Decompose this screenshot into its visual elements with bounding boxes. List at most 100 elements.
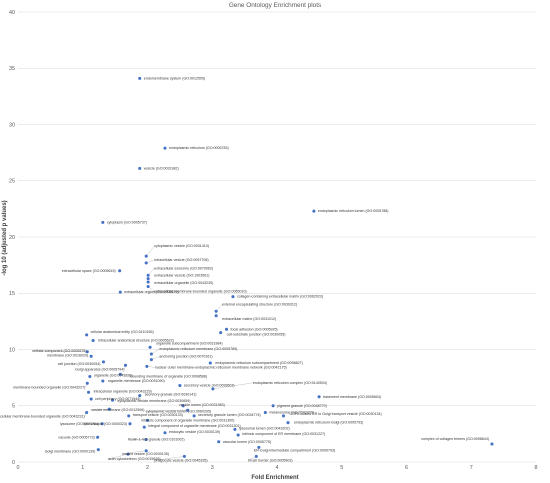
- point-label: extracellular space (GO:0005615): [62, 269, 116, 273]
- x-axis-title: Fold Enrichment: [251, 475, 298, 481]
- point-label: organelle (GO:0043226): [94, 374, 133, 378]
- point-label: intracellular anatomical structure (GO:0…: [98, 339, 174, 343]
- x-tick-label: 6: [405, 465, 408, 471]
- point-label: ficolin-1-rich granule (GO:0101002): [128, 438, 184, 442]
- point-label: secretory granule (GO:0030141): [145, 393, 197, 397]
- point-label: brush border (GO:0005903): [248, 458, 292, 462]
- data-point: [101, 220, 105, 224]
- data-point: [271, 404, 275, 408]
- data-point: [233, 427, 237, 431]
- point-label: intracellular membrane-bounded organelle…: [0, 415, 85, 419]
- data-point: [85, 410, 89, 415]
- y-tick-label: 35: [9, 66, 15, 72]
- leader-line: [120, 374, 131, 377]
- data-point: [138, 76, 142, 80]
- data-point: [186, 408, 190, 412]
- data-point: [101, 360, 106, 364]
- gridlines: [18, 11, 536, 463]
- leader-line: [151, 348, 160, 355]
- point-label: cell-substrate junction (GO:0030055): [227, 333, 286, 337]
- data-point: [231, 295, 235, 299]
- point-label: cytoplasmic vesicle (GO:0031410): [154, 244, 209, 248]
- point-label: lysosomal lumen (GO:0043202): [239, 426, 290, 430]
- point-label: intracellular organelle (GO:0043229): [94, 389, 152, 393]
- point-label: COPII-coated ER to Golgi transport vesic…: [289, 412, 381, 416]
- data-point: [88, 374, 92, 379]
- data-point: [107, 407, 111, 411]
- point-label: complex of collagen trimers (GO:0098644): [421, 437, 489, 441]
- point-label: Golgi apparatus (GO:0005794): [75, 367, 124, 371]
- point-label: endoplasmic reticulum lumen (GO:0005788): [318, 209, 389, 213]
- data-point: [89, 354, 93, 358]
- point-label: actin cytoskeleton (GO:0015629): [108, 457, 161, 461]
- point-label: endocytic vesicle (GO:0030139): [169, 430, 220, 434]
- point-labels: endomembrane system (GO:0012505) endoplas…: [0, 76, 489, 462]
- data-point: [101, 379, 105, 383]
- y-tick-label: 5: [12, 404, 15, 410]
- point-label: membrane-bounded organelle (GO:0043227): [13, 385, 85, 389]
- point-label: extracellular membrane-bounded organelle…: [154, 290, 247, 294]
- data-point: [163, 431, 167, 435]
- point-label: cytoplasm (GO:0005737): [107, 220, 147, 224]
- point-label: lysosome (GO:0005764): [60, 422, 99, 426]
- y-tick-label: 20: [9, 235, 15, 241]
- data-point: [236, 433, 240, 437]
- data-point: [144, 261, 148, 265]
- data-point: [217, 440, 221, 444]
- point-label: pigment granule (GO:0048770): [277, 404, 327, 408]
- point-label: cell junction (GO:0030054): [58, 362, 101, 366]
- data-point: [87, 390, 91, 394]
- data-point: [263, 410, 267, 415]
- point-label: cytoplasmic vesicle membrane (GO:0030659…: [118, 399, 191, 403]
- data-point: [148, 345, 152, 349]
- point-label: endomembrane system (GO:0012505): [144, 76, 206, 80]
- point-label: vacuolar lumen (GO:0005775): [223, 440, 271, 444]
- x-tick-label: 4: [276, 465, 279, 471]
- point-label: basement membrane (GO:0005604): [323, 395, 381, 399]
- point-label: ER-Golgi intermediate compartment (GO:00…: [254, 448, 335, 452]
- point-label: coated vesicle (GO:0030135): [122, 452, 169, 456]
- data-point: [146, 284, 150, 289]
- data-point: [490, 442, 494, 446]
- point-label: extracellular vesicle (GO:1903561): [154, 274, 209, 278]
- point-label: endoplasmic reticulum (GO:0005783): [169, 146, 229, 150]
- y-tick-label: 40: [9, 10, 15, 16]
- data-point: [317, 395, 321, 399]
- point-label: cellular component (GO:0005575): [32, 349, 86, 353]
- y-axis-title: -log 10 (adjusted p values): [2, 200, 8, 275]
- data-point: [85, 333, 89, 337]
- point-label: cellular anatomical entity (GO:0110165): [91, 330, 154, 334]
- data-point: [110, 398, 115, 402]
- point-label: endoplasmic reticulum-Golgi (GO:0005793): [294, 421, 363, 425]
- data-point: [145, 364, 149, 368]
- point-label: organelle subcompartment (GO:0031984): [156, 341, 223, 345]
- y-tick-label: 15: [9, 291, 15, 297]
- data-point: [192, 414, 196, 418]
- data-point: [281, 414, 286, 418]
- data-point: [254, 454, 258, 458]
- point-label: vacuole (GO:0005773): [58, 435, 94, 439]
- data-point: [312, 209, 316, 213]
- data-point: [146, 273, 150, 277]
- leader-line: [145, 410, 188, 412]
- x-tick-label: 8: [535, 465, 538, 471]
- leader-line: [91, 408, 110, 411]
- data-point: [144, 437, 148, 442]
- data-point: [149, 352, 153, 356]
- point-label: cytoplasmic vesicle lumen (GO:0060205): [146, 409, 212, 413]
- y-tick-label: 10: [9, 347, 15, 353]
- point-label: extracellular region (GO:0005576): [124, 290, 178, 294]
- point-label: phagocytic vesicle (GO:0045335): [154, 458, 207, 462]
- point-label: intracellular vesicle (GO:0097708): [154, 258, 208, 262]
- point-label: intrinsic component of ER membrane (GO:0…: [242, 432, 325, 436]
- data-point: [138, 166, 142, 170]
- data-point: [146, 277, 150, 281]
- x-tick-label: 0: [17, 465, 20, 471]
- x-tick-label: 2: [146, 465, 149, 471]
- data-point: [128, 422, 132, 426]
- data-point: [163, 146, 167, 150]
- data-point: [142, 425, 146, 429]
- y-tick-label: 0: [12, 460, 15, 466]
- leader-line: [32, 350, 88, 352]
